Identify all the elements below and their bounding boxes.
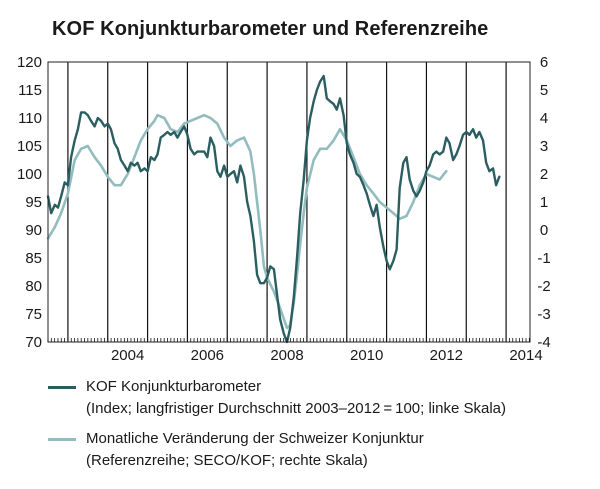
- y-right-tick-label: 3: [540, 138, 548, 155]
- y-right-tick-label: 5: [540, 82, 548, 99]
- y-right-tick-label: -3: [537, 306, 550, 323]
- y-right-tick-label: -4: [537, 334, 550, 351]
- series-reference-group: [46, 113, 448, 330]
- chart-title: KOF Konjunkturbarometer und Referenzreih…: [52, 18, 489, 40]
- legend-label-reference: Monatliche Veränderung der Schweizer Kon…: [86, 430, 424, 447]
- y-left-tick-label: 95: [25, 194, 42, 211]
- x-axis-labels: 2004 2006 2008 2010 2012 2014: [111, 347, 543, 364]
- y-right-tick-label: -2: [537, 278, 550, 295]
- y-left-tick-label: 85: [25, 250, 42, 267]
- y-right-tick-label: 4: [540, 110, 548, 127]
- legend-label-barometer: KOF Konjunkturbarometer: [86, 378, 262, 395]
- x-tick-label: 2012: [430, 347, 463, 364]
- series-line-reference: [46, 113, 448, 330]
- y-left-tick-label: 90: [25, 222, 42, 239]
- y-left-tick-label: 80: [25, 278, 42, 295]
- y-right-tick-label: 2: [540, 166, 548, 183]
- y-left-tick-label: 115: [18, 82, 42, 99]
- y-left-tick-label: 100: [17, 166, 42, 183]
- plot-frame: [47, 61, 531, 343]
- y-left-tick-label: 75: [25, 306, 42, 323]
- x-tick-label: 2010: [350, 347, 383, 364]
- y-left-tick-label: 110: [18, 110, 42, 127]
- x-tick-label: 2006: [191, 347, 224, 364]
- legend-desc-barometer: (Index; langfristiger Durchschnitt 2003–…: [86, 400, 506, 417]
- series-barometer-group: [46, 74, 501, 344]
- legend-swatch-barometer: [48, 386, 76, 389]
- y-axis-left-labels: 70 75 80 85 90 95 100 105 110 115 120: [17, 54, 42, 351]
- y-left-tick-label: 70: [25, 334, 42, 351]
- x-minor-ticks: [47, 338, 530, 342]
- y-right-tick-label: -1: [537, 250, 550, 267]
- legend-desc-reference: (Referenzreihe; SECO/KOF; rechte Skala): [86, 452, 368, 469]
- x-tick-label: 2014: [509, 347, 542, 364]
- x-tick-label: 2004: [111, 347, 144, 364]
- y-right-tick-label: 6: [540, 54, 548, 71]
- year-gridlines: [67, 62, 507, 342]
- series-line-barometer: [46, 74, 501, 344]
- y-left-tick-label: 105: [17, 138, 42, 155]
- y-right-tick-label: 1: [540, 194, 548, 211]
- y-axis-right-labels: -4 -3 -2 -1 0 1 2 3 4 5 6: [537, 54, 550, 351]
- x-tick-label: 2008: [270, 347, 303, 364]
- y-right-tick-label: 0: [540, 222, 548, 239]
- y-left-tick-label: 120: [17, 54, 42, 71]
- legend-swatch-reference: [48, 438, 76, 441]
